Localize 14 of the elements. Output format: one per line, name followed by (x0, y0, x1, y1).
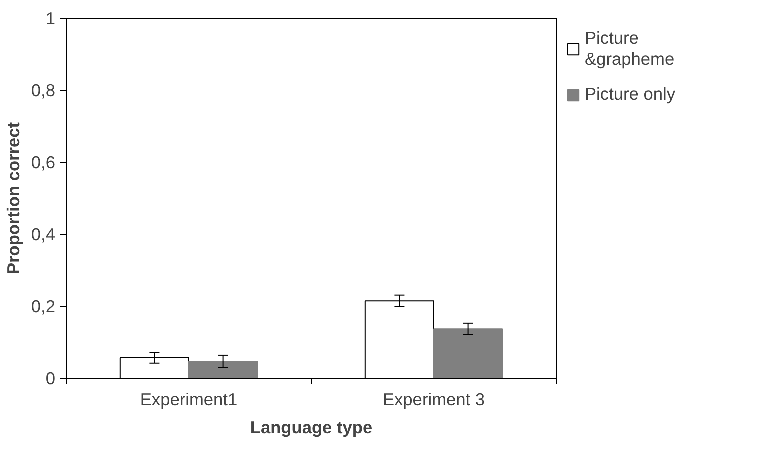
x-axis-title: Language type (250, 418, 373, 438)
y-tick-label: 0 (46, 368, 56, 388)
y-tick-label: 0,6 (31, 152, 56, 172)
y-tick-label: 0,2 (31, 296, 56, 316)
x-tick-label: Experiment1 (140, 390, 238, 410)
bar (188, 361, 258, 378)
bar (434, 328, 504, 378)
y-tick-label: 1 (46, 8, 56, 28)
x-tick-label: Experiment 3 (382, 390, 486, 410)
legend-label: Picture only (585, 84, 676, 105)
y-axis-title: Proportion correct (3, 122, 24, 275)
y-tick-label: 0,4 (31, 224, 56, 244)
legend-label: Picture &grapheme (585, 28, 675, 70)
y-tick-label: 0,8 (31, 80, 56, 100)
